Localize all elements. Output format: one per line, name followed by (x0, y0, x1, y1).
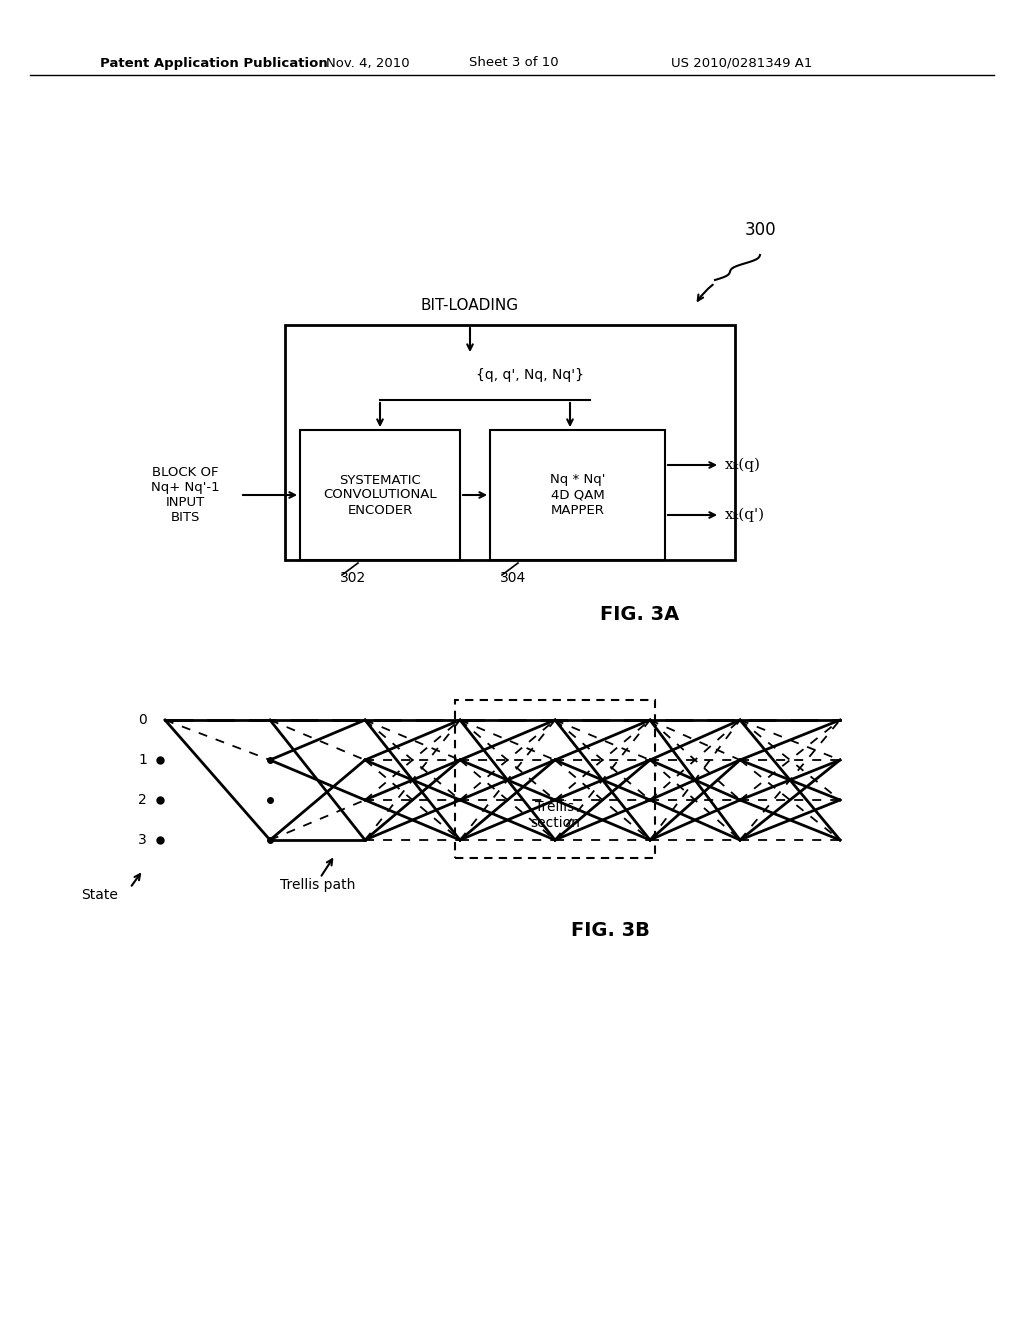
Text: Trellis
section: Trellis section (530, 800, 580, 830)
Text: 1: 1 (138, 752, 147, 767)
Text: Nq * Nq'
4D QAM
MAPPER: Nq * Nq' 4D QAM MAPPER (550, 474, 605, 516)
Text: 0: 0 (138, 713, 147, 727)
Text: State: State (82, 888, 119, 902)
Text: BIT-LOADING: BIT-LOADING (421, 297, 519, 313)
Text: BLOCK OF
Nq+ Nq'-1
INPUT
BITS: BLOCK OF Nq+ Nq'-1 INPUT BITS (151, 466, 219, 524)
Bar (455, 700, 655, 858)
Text: {q, q', Nq, Nq'}: {q, q', Nq, Nq'} (476, 368, 584, 381)
Bar (490, 430, 665, 560)
Text: FIG. 3B: FIG. 3B (570, 920, 649, 940)
Text: Trellis path: Trellis path (280, 878, 355, 892)
Bar (300, 430, 460, 560)
Text: 302: 302 (340, 572, 367, 585)
Bar (285, 325, 735, 560)
Text: 3: 3 (138, 833, 147, 847)
Text: SYSTEMATIC
CONVOLUTIONAL
ENCODER: SYSTEMATIC CONVOLUTIONAL ENCODER (324, 474, 437, 516)
Text: Patent Application Publication: Patent Application Publication (100, 57, 328, 70)
Text: xₖ(q'): xₖ(q') (725, 508, 765, 523)
Text: FIG. 3A: FIG. 3A (600, 606, 680, 624)
Text: 300: 300 (745, 220, 776, 239)
Text: Sheet 3 of 10: Sheet 3 of 10 (469, 57, 559, 70)
Text: Nov. 4, 2010: Nov. 4, 2010 (327, 57, 410, 70)
Text: 2: 2 (138, 793, 147, 807)
Text: US 2010/0281349 A1: US 2010/0281349 A1 (672, 57, 813, 70)
Text: xₖ(q): xₖ(q) (725, 458, 761, 473)
Text: 304: 304 (500, 572, 526, 585)
